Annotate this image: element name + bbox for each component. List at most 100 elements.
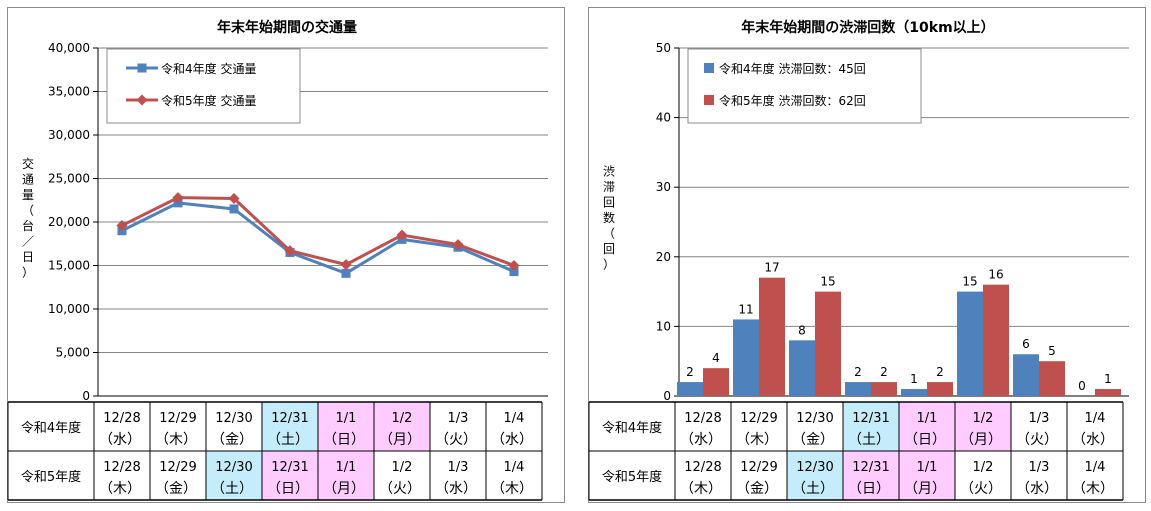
table-date: 12/30 xyxy=(215,460,252,475)
table-date: 12/29 xyxy=(740,460,777,475)
table-weekday: （月） xyxy=(379,432,421,448)
data-point xyxy=(452,239,464,251)
table-row-label: 令和4年度 xyxy=(21,420,81,436)
y-axis-label: 渋滞回数（回） xyxy=(603,165,615,272)
data-label: 1 xyxy=(1104,372,1112,386)
bar xyxy=(957,291,983,396)
table-weekday: （木） xyxy=(680,481,722,497)
table-date: 12/30 xyxy=(796,411,833,426)
traffic-volume-panel: 年末年始期間の交通量 0 5,000 10,000 15,000 20,000 25,000… xyxy=(7,7,565,503)
bar xyxy=(759,277,785,396)
table-date: 1/4 xyxy=(504,411,525,426)
table-date: 1/2 xyxy=(973,411,994,426)
table-weekday: （日） xyxy=(323,432,365,448)
legend-box xyxy=(687,48,922,124)
table-weekday: （火） xyxy=(960,481,1002,497)
date-cell-shade xyxy=(787,451,843,500)
table-date: 1/4 xyxy=(1085,460,1106,475)
date-cell-shade xyxy=(955,402,1011,451)
bar xyxy=(703,368,729,396)
y-tick-label: 20 xyxy=(656,250,671,264)
series-line xyxy=(121,201,515,275)
table-row-label: 令和5年度 xyxy=(602,469,662,485)
legend-box xyxy=(106,48,301,124)
bar xyxy=(1039,361,1065,396)
data-label: 2 xyxy=(686,365,694,379)
bar xyxy=(789,340,815,396)
bar xyxy=(927,382,953,396)
table-weekday: （日） xyxy=(848,481,890,497)
legend-label: 令和4年度 渋滞回数：45回 xyxy=(719,61,866,76)
data-point xyxy=(396,229,408,241)
data-point xyxy=(116,219,128,231)
data-label: 11 xyxy=(738,302,753,316)
legend-label: 令和5年度 交通量 xyxy=(161,93,256,108)
table-date: 12/29 xyxy=(159,411,196,426)
data-point xyxy=(229,204,239,214)
table-weekday: （木） xyxy=(1072,481,1114,497)
table-weekday: （土） xyxy=(267,432,309,448)
table-weekday: （木） xyxy=(736,432,778,448)
data-label: 2 xyxy=(936,365,944,379)
y-tick-label: 35,000 xyxy=(48,85,90,99)
table-date: 12/31 xyxy=(271,411,308,426)
series-line xyxy=(121,196,515,267)
table-date: 1/2 xyxy=(392,411,413,426)
table-weekday: （月） xyxy=(323,481,365,497)
y-tick-label: 40 xyxy=(656,111,671,125)
date-cell-shade xyxy=(318,451,374,500)
table-row-label: 令和4年度 xyxy=(602,420,662,436)
data-label: 17 xyxy=(764,261,779,275)
table-date: 1/2 xyxy=(973,460,994,475)
data-label: 1 xyxy=(910,372,918,386)
table-date: 12/30 xyxy=(796,460,833,475)
table-date: 12/30 xyxy=(215,411,252,426)
table-weekday: （火） xyxy=(379,481,421,497)
table-date: 12/31 xyxy=(271,460,308,475)
date-cell-shade xyxy=(262,451,318,500)
table-date: 12/28 xyxy=(684,460,721,475)
date-cell-shade xyxy=(899,451,955,500)
data-point xyxy=(172,192,184,204)
table-weekday: （水） xyxy=(435,481,477,497)
data-label: 2 xyxy=(854,365,862,379)
table-weekday: （木） xyxy=(155,432,197,448)
table-row-label: 令和5年度 xyxy=(21,469,81,485)
y-tick-label: 40,000 xyxy=(48,41,90,55)
y-tick-label: 5,000 xyxy=(56,346,90,360)
table-weekday: （金） xyxy=(736,481,778,497)
legend-label: 令和4年度 交通量 xyxy=(161,61,256,76)
y-tick-label: 30,000 xyxy=(48,128,90,142)
table-date: 12/29 xyxy=(740,411,777,426)
chart-title: 年末年始期間の渋滞回数（10km以上） xyxy=(741,19,994,36)
table-weekday: （水） xyxy=(1016,481,1058,497)
date-cell-shade xyxy=(843,402,899,451)
y-tick-label: 20,000 xyxy=(48,215,90,229)
bar xyxy=(677,382,703,396)
table-date: 1/3 xyxy=(448,460,469,475)
table-date: 1/4 xyxy=(1085,411,1106,426)
table-weekday: （土） xyxy=(848,432,890,448)
table-date: 12/31 xyxy=(852,460,889,475)
table-date: 12/28 xyxy=(103,460,140,475)
bar xyxy=(815,291,841,396)
bar xyxy=(1095,389,1121,396)
date-cell-shade xyxy=(318,402,374,451)
table-weekday: （金） xyxy=(155,481,197,497)
data-point xyxy=(341,268,351,278)
table-weekday: （水） xyxy=(99,432,141,448)
table-weekday: （土） xyxy=(792,481,834,497)
congestion-panel: 年末年始期間の渋滞回数（10km以上） 0 10 20 30 40 50 渋滞回数（回） 2 11… xyxy=(588,7,1146,503)
table-weekday: （火） xyxy=(435,432,477,448)
table-date: 12/31 xyxy=(852,411,889,426)
table-date: 1/3 xyxy=(448,411,469,426)
legend-marker xyxy=(136,94,148,106)
y-axis-label: 交通量（台／日） xyxy=(22,156,34,280)
bar xyxy=(983,284,1009,396)
table-weekday: （金） xyxy=(211,432,253,448)
data-label: 16 xyxy=(988,268,1003,282)
bar xyxy=(1013,354,1039,396)
date-cell-shade xyxy=(374,402,430,451)
date-cell-shade xyxy=(206,451,262,500)
